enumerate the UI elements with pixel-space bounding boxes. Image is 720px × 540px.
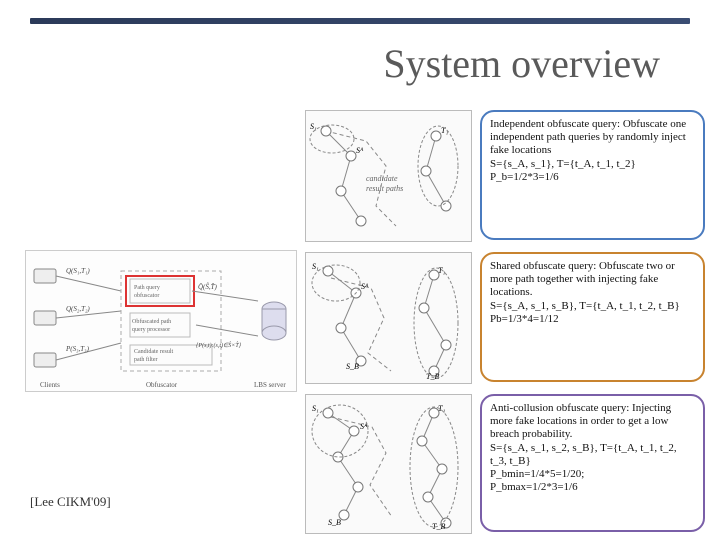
svg-text:S_B: S_B: [346, 362, 359, 371]
svg-text:{P(s,t):(s,t)∈Ŝ×T̂}: {P(s,t):(s,t)∈Ŝ×T̂}: [196, 341, 242, 349]
callout-shared: Shared obfuscate query: Obfuscate two or…: [480, 252, 705, 382]
svg-text:result paths: result paths: [366, 184, 403, 193]
architecture-figure: Clients Q(S₁,T₁) Q(S₂,T₂) P(S₃,T₃) Obfus…: [25, 250, 297, 392]
svg-text:candidate: candidate: [366, 174, 398, 183]
svg-text:Obfuscated path: Obfuscated path: [132, 318, 171, 325]
svg-text:S₁: S₁: [312, 404, 319, 413]
callout-column: S₁ Sᴬ T₁ candidate result paths Independ…: [305, 110, 705, 530]
svg-text:Obfuscator: Obfuscator: [146, 381, 178, 389]
svg-text:obfuscator: obfuscator: [134, 292, 159, 299]
callout-independent: Independent obfuscate query: Obfuscate o…: [480, 110, 705, 240]
row-independent: S₁ Sᴬ T₁ candidate result paths Independ…: [305, 110, 705, 240]
svg-text:P(S₃,T₃): P(S₃,T₃): [65, 345, 90, 353]
svg-text:Q̂(Ŝ,T̂): Q̂(Ŝ,T̂): [198, 283, 218, 291]
callout-shared-text: Shared obfuscate query: Obfuscate two or…: [490, 260, 695, 326]
svg-text:Sᴬ: Sᴬ: [356, 146, 364, 155]
svg-text:S_B: S_B: [328, 518, 341, 527]
svg-text:path filter: path filter: [134, 356, 158, 363]
citation: [Lee CIKM'09]: [30, 494, 111, 510]
row-anticollusion: S₁ Sᴬ S_B T₁ T_B Anti-collusion obfuscat…: [305, 394, 705, 532]
callout-anticollusion-text: Anti-collusion obfuscate query: Injectin…: [490, 402, 695, 494]
svg-text:S₁: S₁: [312, 262, 319, 271]
thumb-shared: S₁ Sᴬ S_B T₁ T_B: [305, 252, 472, 384]
svg-text:query processor: query processor: [132, 327, 170, 333]
thumb-independent: S₁ Sᴬ T₁ candidate result paths: [305, 110, 472, 242]
callout-independent-text: Independent obfuscate query: Obfuscate o…: [490, 118, 695, 184]
svg-text:Q(S₂,T₂): Q(S₂,T₂): [66, 305, 90, 313]
thumb-anticollusion: S₁ Sᴬ S_B T₁ T_B: [305, 394, 472, 534]
svg-text:Q(S₁,T₁): Q(S₁,T₁): [66, 267, 90, 275]
slide-title: System overview: [383, 40, 660, 87]
svg-text:S₁: S₁: [310, 122, 317, 131]
svg-text:T_B: T_B: [426, 372, 439, 381]
svg-text:T_B: T_B: [432, 522, 445, 531]
svg-text:LBS server: LBS server: [254, 381, 286, 389]
svg-text:Sᴬ: Sᴬ: [361, 282, 369, 291]
svg-text:Clients: Clients: [40, 381, 60, 389]
svg-text:Candidate result: Candidate result: [134, 349, 173, 355]
svg-text:Path query: Path query: [134, 285, 160, 291]
row-shared: S₁ Sᴬ S_B T₁ T_B Shared obfuscate query:…: [305, 252, 705, 382]
callout-anticollusion: Anti-collusion obfuscate query: Injectin…: [480, 394, 705, 532]
